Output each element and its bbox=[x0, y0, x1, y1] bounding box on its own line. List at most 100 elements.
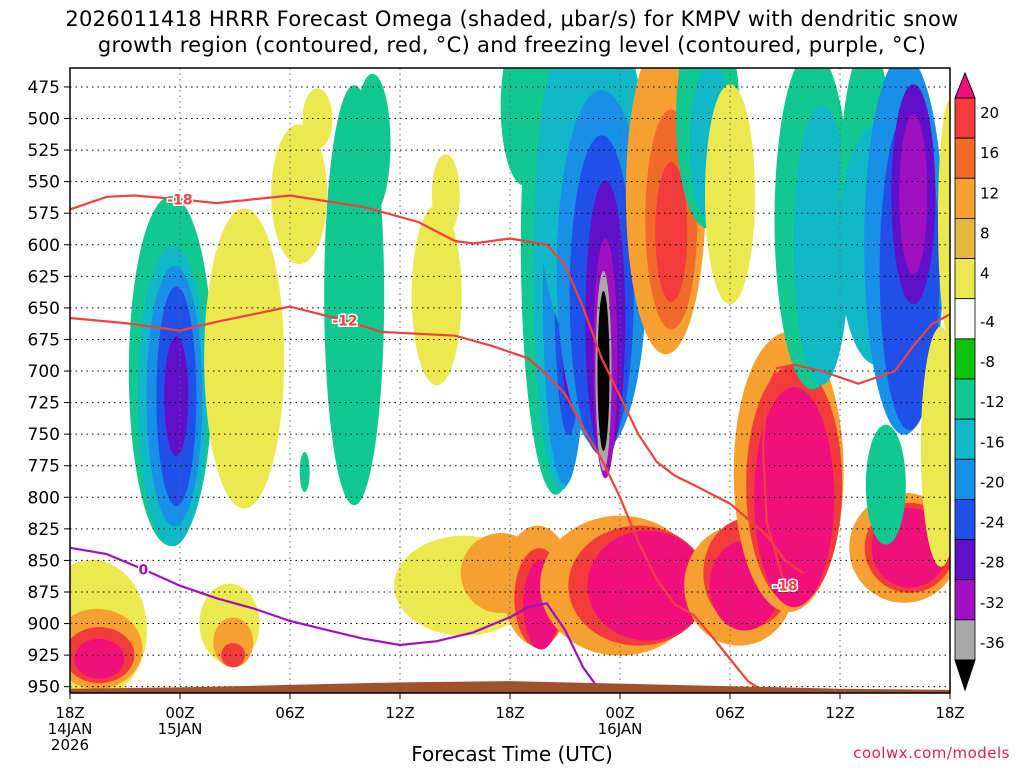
x-tick-label: 2026 bbox=[51, 736, 89, 754]
omega-cell bbox=[204, 208, 285, 509]
x-tick-label: 18Z bbox=[55, 704, 84, 722]
colorbar-label: 16 bbox=[980, 144, 999, 162]
colorbar-label: 4 bbox=[980, 265, 990, 283]
colorbar-label: -28 bbox=[980, 554, 1005, 572]
y-tick-label: 525 bbox=[28, 141, 60, 161]
x-tick-label: 18Z bbox=[495, 704, 524, 722]
y-tick-label: 625 bbox=[28, 267, 60, 287]
y-tick-label: 850 bbox=[28, 551, 60, 571]
chart-title: 2026011418 HRRR Forecast Omega (shaded, … bbox=[0, 6, 1024, 58]
x-tick-label: 00Z bbox=[605, 704, 634, 722]
colorbar-label: -16 bbox=[980, 433, 1005, 451]
omega-cell bbox=[354, 73, 391, 214]
colorbar-bottom-arrow bbox=[954, 659, 976, 692]
colorbar-segment bbox=[954, 378, 976, 420]
y-tick-label: 575 bbox=[28, 204, 60, 224]
x-axis-label: Forecast Time (UTC) bbox=[411, 742, 613, 766]
colorbar-label: -24 bbox=[980, 514, 1005, 532]
credit-text[interactable]: coolwx.com/models bbox=[853, 744, 1010, 762]
terrain bbox=[70, 681, 950, 693]
y-tick-label: 825 bbox=[28, 520, 60, 540]
x-tick-label: 06Z bbox=[275, 704, 304, 722]
x-tick-label: 15JAN bbox=[158, 720, 203, 738]
y-tick-label: 725 bbox=[28, 394, 60, 414]
y-tick-label: 675 bbox=[28, 330, 60, 350]
omega-cell bbox=[221, 643, 246, 668]
colorbar: 20 16 12 8 4 -4 -8 -12 -16 -20 -24 -28 -32 -36 bbox=[954, 71, 1005, 692]
omega-cell bbox=[938, 99, 950, 340]
colorbar-label: -36 bbox=[980, 634, 1005, 652]
colorbar-segment bbox=[954, 579, 976, 621]
colorbar-segment bbox=[954, 137, 976, 179]
y-tick-label: 550 bbox=[28, 173, 60, 193]
x-tick-label: 12Z bbox=[385, 704, 414, 722]
omega-cell bbox=[164, 336, 189, 457]
colorbar-segment bbox=[954, 298, 976, 340]
colorbar-segment bbox=[954, 499, 976, 540]
x-tick-label: 06Z bbox=[715, 704, 744, 722]
y-tick-label: 875 bbox=[28, 583, 60, 603]
contour-label: 0 bbox=[138, 562, 148, 578]
omega-cell bbox=[865, 424, 906, 545]
omega-shading bbox=[70, 68, 950, 693]
colorbar-label: 12 bbox=[980, 184, 999, 202]
omega-cell bbox=[793, 104, 850, 385]
colorbar-label: 8 bbox=[980, 224, 990, 242]
contour-line bbox=[70, 546, 603, 693]
colorbar-label: -12 bbox=[980, 393, 1005, 411]
x-tick-label: 00Z bbox=[165, 704, 194, 722]
omega-cell bbox=[754, 387, 835, 608]
omega-cell bbox=[299, 452, 310, 493]
x-tick-label: 14JAN bbox=[48, 720, 93, 738]
y-tick-label: 750 bbox=[28, 425, 60, 445]
y-tick-label: 900 bbox=[28, 615, 60, 635]
y-tick-label: 600 bbox=[28, 236, 60, 256]
colorbar-top-arrow bbox=[954, 71, 976, 99]
y-tick-label: 475 bbox=[28, 78, 60, 98]
title-line-1: 2026011418 HRRR Forecast Omega (shaded, … bbox=[65, 7, 959, 31]
colorbar-segment bbox=[954, 458, 976, 500]
colorbar-segment bbox=[954, 539, 976, 581]
contour-line bbox=[761, 370, 787, 587]
y-tick-label: 925 bbox=[28, 646, 60, 666]
omega-cell bbox=[271, 124, 328, 265]
colorbar-label: 20 bbox=[980, 104, 999, 122]
omega-cell bbox=[920, 326, 950, 567]
colorbar-segment bbox=[954, 177, 976, 219]
y-tick-label: 700 bbox=[28, 362, 60, 382]
y-tick-label: 800 bbox=[28, 488, 60, 508]
colorbar-label: -4 bbox=[980, 313, 995, 331]
y-tick-label: 775 bbox=[28, 457, 60, 477]
contours: -18 -12 -18 0 bbox=[70, 191, 950, 693]
colorbar-label: -8 bbox=[980, 353, 995, 371]
contour-line bbox=[775, 313, 950, 385]
y-tick-label: 650 bbox=[28, 299, 60, 319]
omega-cell bbox=[899, 114, 928, 275]
omega-cell bbox=[411, 205, 462, 386]
colorbar-segment bbox=[954, 218, 976, 259]
colorbar-segment bbox=[954, 338, 976, 380]
contour-label: -18 bbox=[167, 192, 192, 208]
contour-label: -18 bbox=[772, 579, 797, 595]
omega-cell bbox=[587, 530, 708, 641]
y-tick-label: 950 bbox=[28, 678, 60, 698]
colorbar-label: -20 bbox=[980, 473, 1005, 491]
colorbar-segment bbox=[954, 418, 976, 460]
y-tick-label: 500 bbox=[28, 110, 60, 130]
title-line-2: growth region (contoured, red, °C) and f… bbox=[97, 33, 927, 57]
omega-cell bbox=[705, 84, 755, 305]
x-tick-label: 16JAN bbox=[598, 720, 643, 738]
omega-cell bbox=[74, 638, 125, 679]
colorbar-segment bbox=[954, 258, 976, 300]
x-tick-label: 12Z bbox=[825, 704, 854, 722]
contour-label: -12 bbox=[332, 314, 357, 330]
x-tick-label: 18Z bbox=[935, 704, 964, 722]
grid-lines bbox=[70, 68, 950, 693]
omega-cell bbox=[655, 162, 688, 303]
colorbar-label: -32 bbox=[980, 594, 1005, 612]
omega-cell bbox=[431, 154, 460, 235]
colorbar-segment bbox=[954, 619, 976, 661]
contour-line bbox=[70, 305, 768, 693]
